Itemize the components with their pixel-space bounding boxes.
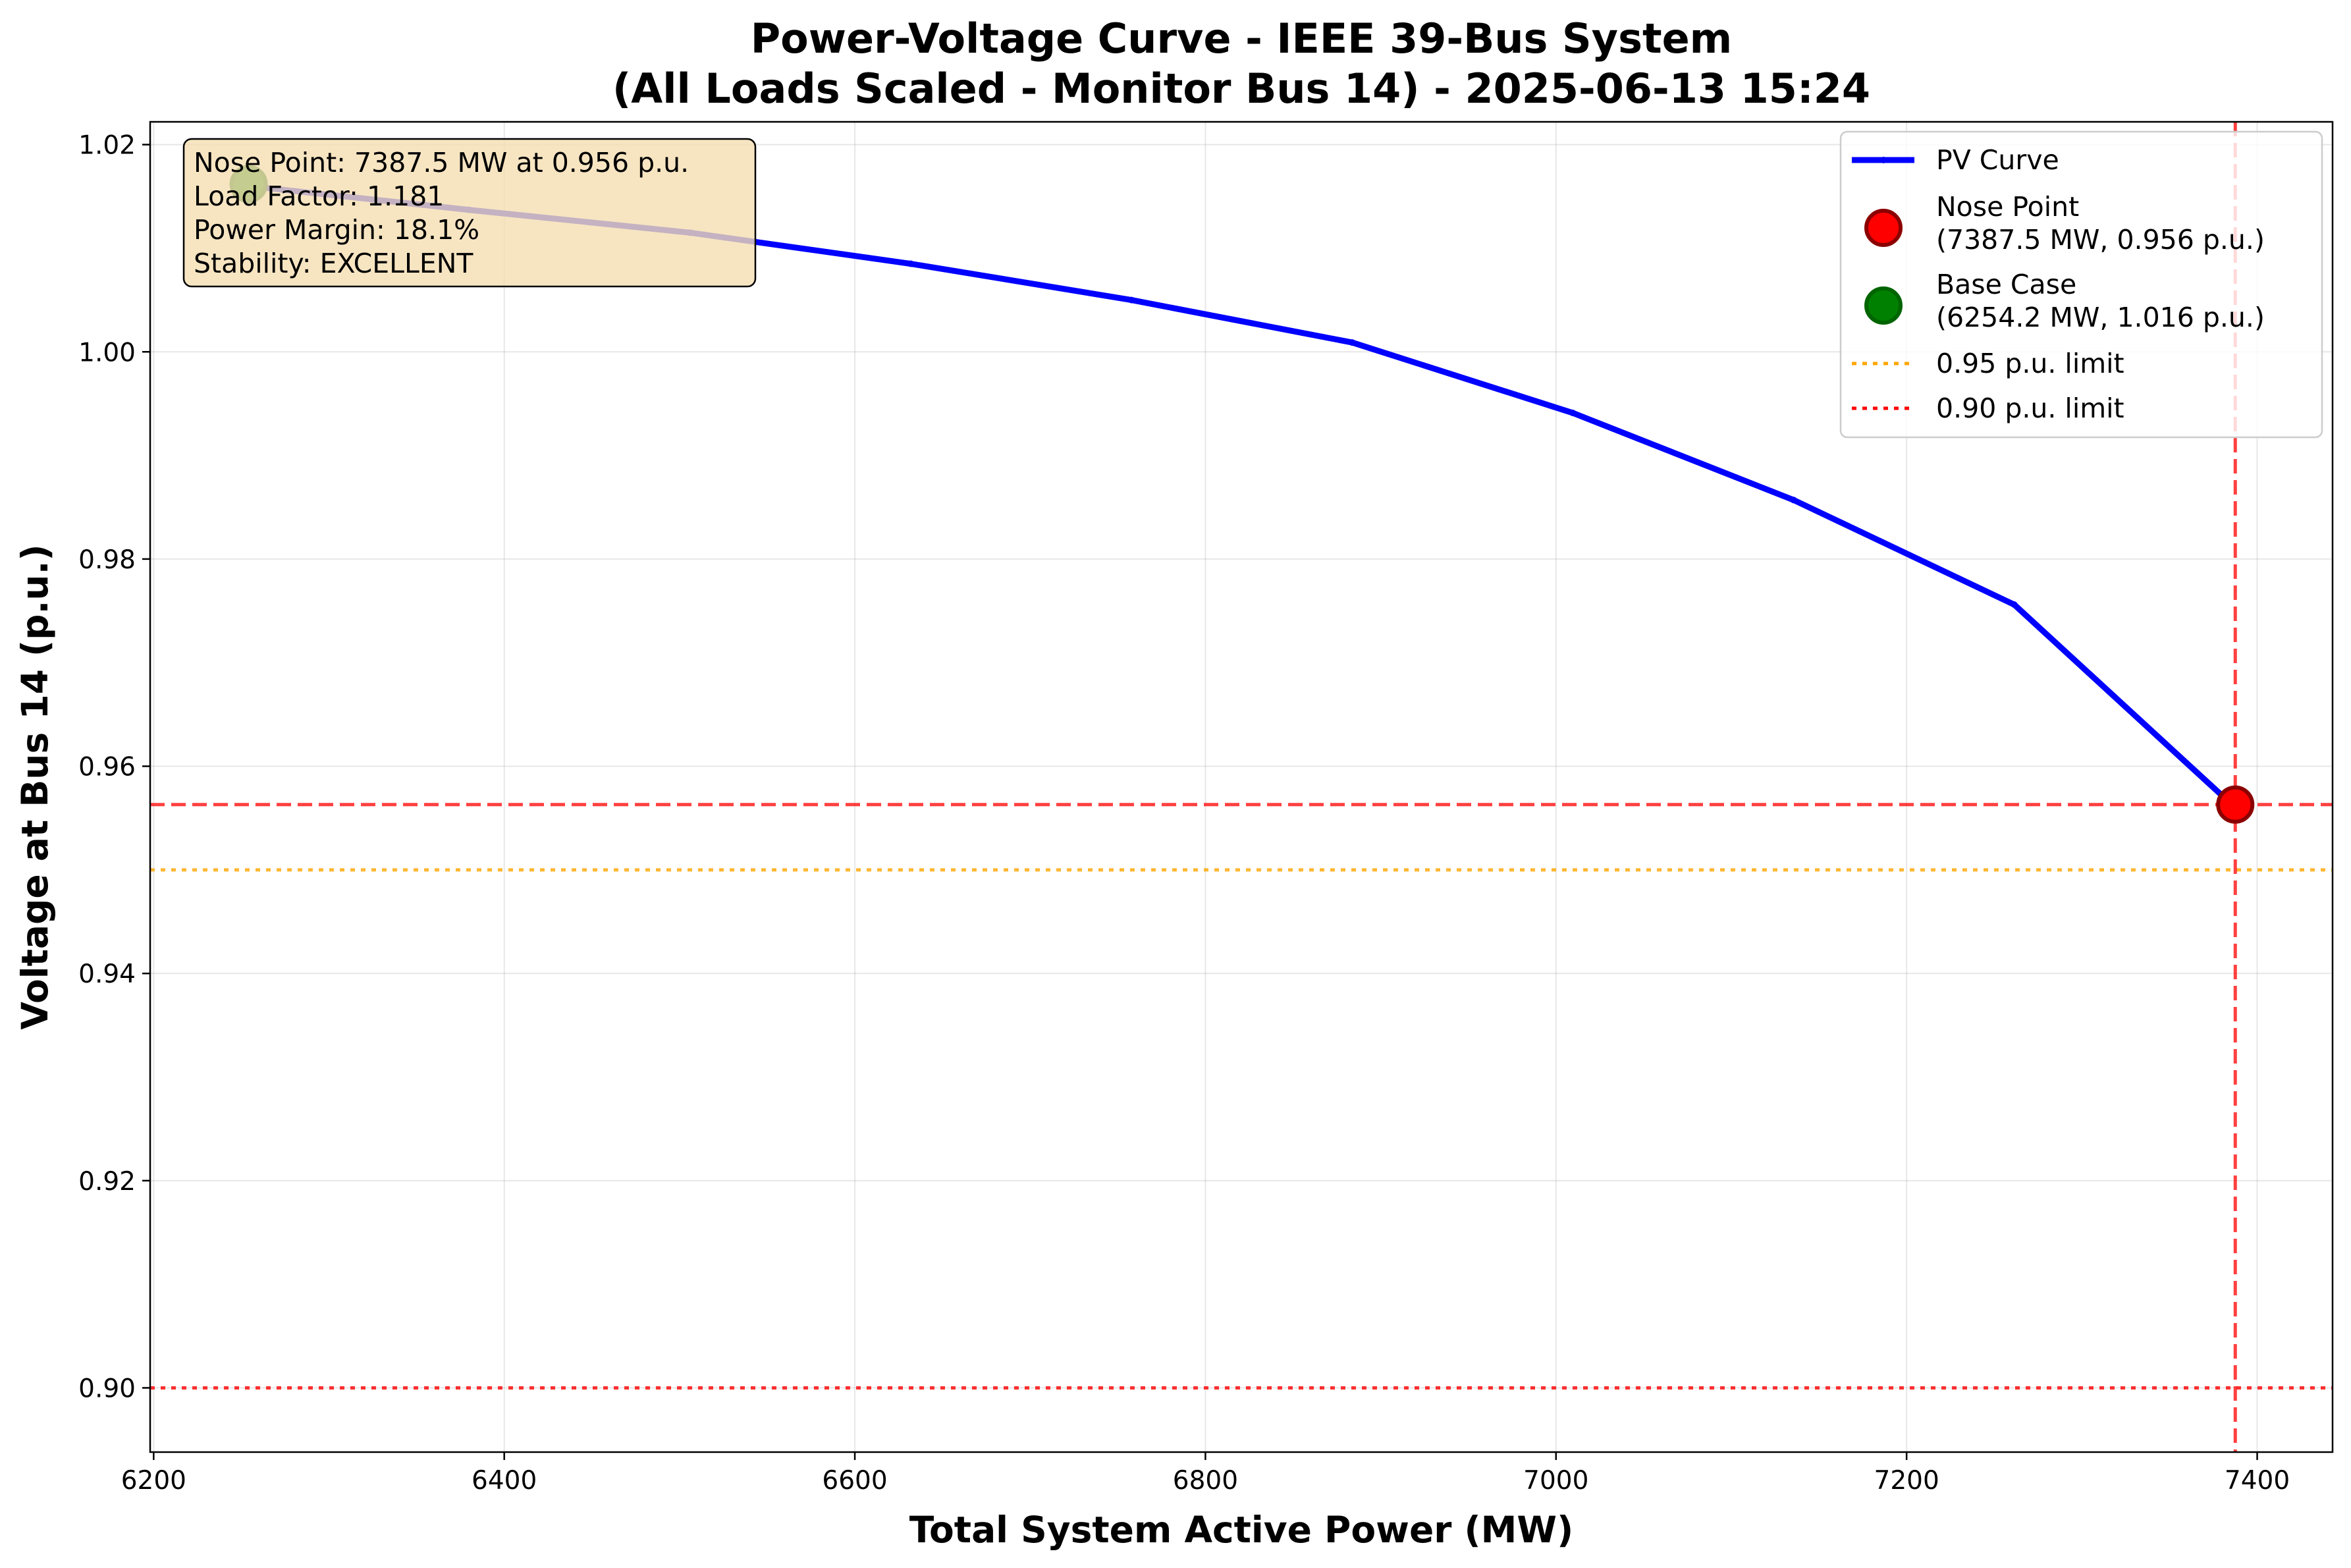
x-tick-label-5: 7200 <box>1874 1466 1939 1496</box>
y-axis-ticks: 0.90 0.92 0.94 0.96 0.98 1.00 1.02 <box>78 131 150 1403</box>
x-axis-ticks: 6200 6400 6600 6800 7000 7200 7400 <box>121 1452 2290 1496</box>
highlight-point-0 <box>2216 785 2255 824</box>
legend-detail-point-0: (7387.5 MW, 0.956 p.u.) <box>1936 224 2265 256</box>
legend-detail-point-1: (6254.2 MW, 1.016 p.u.) <box>1936 302 2265 333</box>
x-tick-label-2: 6600 <box>822 1466 887 1496</box>
y-tick-label-4: 0.98 <box>78 545 136 575</box>
legend-label-pv-curve: PV Curve <box>1936 144 2059 176</box>
legend: PV Curve Nose Point(7387.5 MW, 0.956 p.u.… <box>1839 130 2323 439</box>
x-tick-label-3: 6800 <box>1173 1466 1238 1496</box>
y-tick-label-5: 1.00 <box>78 338 136 367</box>
legend-label-point-1: Base Case <box>1936 269 2076 300</box>
y-tick-label-1: 0.92 <box>78 1167 136 1197</box>
chart-title-line-1: Power-Voltage Curve - IEEE 39-Bus System <box>751 14 1733 63</box>
info-box-line-1: Load Factor: 1.181 <box>194 180 444 212</box>
x-tick-label-0: 6200 <box>121 1466 186 1496</box>
legend-frame <box>1839 130 2323 439</box>
y-tick-label-3: 0.96 <box>78 753 136 782</box>
info-box: Nose Point: 7387.5 MW at 0.956 p.u.Load … <box>182 138 757 288</box>
legend-label-point-0: Nose Point <box>1936 191 2079 223</box>
chart-title-line-2: (All Loads Scaled - Monitor Bus 14) - 20… <box>612 65 1870 113</box>
info-box-line-3: Stability: EXCELLENT <box>194 248 473 279</box>
y-tick-label-6: 1.02 <box>78 131 136 161</box>
series-marker-0-3 <box>907 260 914 267</box>
y-axis-label: Voltage at Bus 14 (p.u.) <box>14 544 56 1029</box>
legend-handle-point-1 <box>1864 286 1903 325</box>
y-tick-label-0: 0.90 <box>78 1374 136 1403</box>
series-marker-0-5 <box>1349 339 1356 346</box>
legend-label-limit-0: 0.95 p.u. limit <box>1936 348 2124 379</box>
x-tick-label-4: 7000 <box>1523 1466 1588 1496</box>
legend-label-limit-1: 0.90 p.u. limit <box>1936 392 2124 424</box>
plot-area-frame <box>149 121 2334 1453</box>
x-tick-label-1: 6400 <box>472 1466 537 1496</box>
x-axis-label: Total System Active Power (MW) <box>909 1509 1573 1551</box>
series-marker-0-6 <box>1569 410 1577 417</box>
series-marker-0-8 <box>2011 601 2018 608</box>
y-tick-label-2: 0.94 <box>78 960 136 989</box>
series-marker-0-4 <box>1128 296 1135 304</box>
legend-handle-pv-curve-marker <box>1880 157 1887 163</box>
info-box-background <box>182 138 757 288</box>
x-tick-label-6: 7400 <box>2225 1466 2290 1496</box>
info-box-line-0: Nose Point: 7387.5 MW at 0.956 p.u. <box>194 147 689 178</box>
grid-lines <box>150 122 2333 1452</box>
info-box-line-2: Power Margin: 18.1% <box>194 214 479 246</box>
legend-handle-point-0 <box>1864 209 1903 247</box>
series-marker-0-7 <box>1790 497 1797 504</box>
